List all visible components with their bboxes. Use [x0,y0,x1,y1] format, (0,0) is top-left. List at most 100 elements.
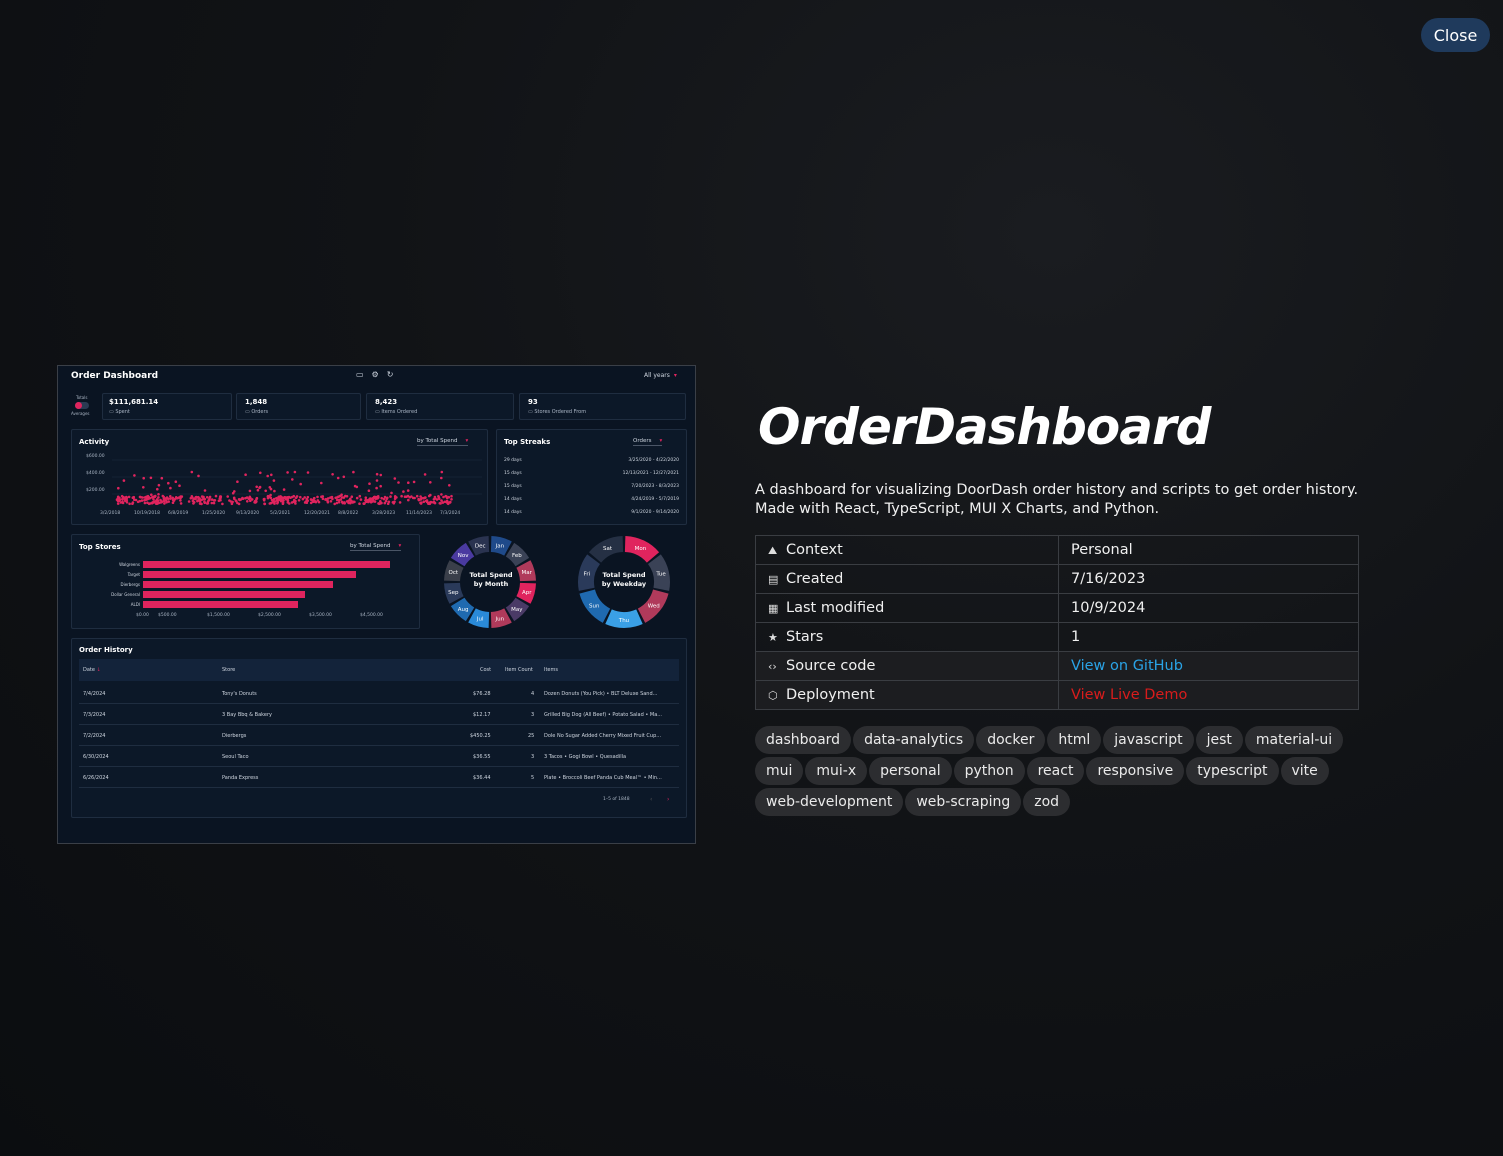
scatter-point [187,500,191,503]
top-stores-card: Top Stores by Total Spend ▾ Walgreens Tar… [71,534,420,629]
scatter-point [369,497,372,500]
donut-slice [450,597,475,622]
scatter-point [303,496,306,499]
tag-chip[interactable]: vite [1280,757,1329,785]
donut-label: Sep [448,590,459,596]
table-row[interactable]: 6/30/2024 Seoul Taco $36.55 3 3 Tacos • Gogi… [79,746,679,767]
order-history-card: Order History Date ↓ Store Cost Item Cou… [71,638,687,818]
x-tick: 9/13/2020 [236,511,260,516]
donut-slice [578,554,600,591]
weekday-donut-chart: Mon Tue Wed Thu Sun Fri Sat [578,536,670,628]
scatter-point [297,499,301,502]
scatter-point [312,498,315,502]
tag-chip[interactable]: web-scraping [905,788,1022,816]
tag-chip[interactable]: dashboard [755,726,852,754]
donut-label: Nov [458,553,469,559]
tag-chip[interactable]: personal [869,757,952,785]
prev-page-icon[interactable]: ‹ [650,796,653,803]
table-row[interactable]: 7/2/2024 Dierbergs $450.25 25 Dole No Sugar … [79,725,679,746]
store-label: Walgreens [119,562,140,567]
store-label: Dierbergs [120,582,141,587]
scatter-point [133,474,136,477]
activity-dropdown: by Total Spend ▾ [417,438,469,446]
tag-chip[interactable]: zod [1023,788,1071,816]
scatter-point [440,493,443,496]
scatter-point [321,497,325,501]
scatter-point [352,500,355,504]
scatter-point [380,496,384,500]
next-page-icon[interactable]: › [667,796,670,803]
cost-header[interactable]: Cost [480,667,492,673]
live-demo-link[interactable]: View Live Demo [1071,687,1188,703]
date-header[interactable]: Date ↓ [83,667,101,673]
scatter-point [212,501,216,505]
scatter-point [171,496,174,500]
tag-chip[interactable]: react [1026,757,1085,785]
scatter-point [412,480,416,484]
tag-chip[interactable]: responsive [1086,757,1185,785]
scatter-point [230,502,234,506]
scatter-point [445,501,449,504]
stat-value: 8,423 [375,398,398,406]
x-tick: 3/28/2023 [372,511,396,516]
scatter-point [156,502,159,505]
tag-chip[interactable]: web-development [755,788,904,816]
scatter-point [268,502,272,505]
scatter-point [273,489,276,493]
scatter-point [145,497,149,500]
github-link[interactable]: View on GitHub [1071,658,1183,674]
scatter-point [301,497,305,501]
scatter-point [272,479,276,482]
store-header[interactable]: Store [222,667,236,673]
scatter-point [306,471,310,474]
stores-title: Top Stores [79,543,121,551]
tag-chip[interactable]: javascript [1103,726,1194,754]
tag-chip[interactable]: material-ui [1244,726,1344,754]
scatter-point [437,496,441,499]
table-row[interactable]: 6/26/2024 Panda Express $36.44 5 Plate • Bro… [79,767,679,788]
scatter-point [371,497,374,500]
store-bar [143,591,305,598]
scatter-point [142,476,145,480]
scatter-point [440,476,443,480]
items-header[interactable]: Items [544,667,558,673]
scatter-point [282,488,286,491]
scatter-point [125,501,129,504]
scatter-point [355,496,359,500]
scatter-point [389,495,392,498]
table-row[interactable]: 7/3/2024 3 Bay Bbq & Bakery $12.17 3 Grilled… [79,704,679,725]
tag-list: dashboard data-analytics docker html javascr… [755,726,1365,819]
scatter-point [270,473,273,477]
item-count-header[interactable]: Item Count [505,667,533,673]
scatter-point [417,498,421,502]
tag-chip[interactable]: mui-x [805,757,868,785]
scatter-point [190,470,194,474]
scatter-point [121,498,124,501]
scatter-point [167,481,170,485]
scatter-point [335,498,339,502]
donut-label: Sun [589,604,600,610]
tag-chip[interactable]: docker [976,726,1046,754]
scatter-point [305,497,309,501]
scatter-point [269,487,273,491]
tag-chip[interactable]: data-analytics [853,726,975,754]
scatter-point [154,494,157,498]
tag-chip[interactable]: python [953,757,1025,785]
scatter-point [219,496,222,500]
tag-chip[interactable]: mui [755,757,804,785]
scatter-point [442,495,445,499]
scatter-point [116,502,120,505]
table-row[interactable]: 7/4/2024 Tony's Donuts $76.28 4 Dozen Donuts… [79,683,679,704]
toolbar-icons: ▭⚙↻ [356,370,402,379]
tag-chip[interactable]: html [1047,726,1102,754]
scatter-point [410,495,413,498]
scatter-point [349,497,352,501]
x-tick: 1/25/2020 [202,511,226,516]
scatter-point [299,495,302,499]
tag-chip[interactable]: jest [1195,726,1243,754]
y-tick: $600.00 [86,454,105,459]
scatter-point [422,496,426,500]
close-button[interactable]: Close [1421,18,1490,52]
tag-chip[interactable]: typescript [1186,757,1279,785]
scatter-point [210,498,214,501]
